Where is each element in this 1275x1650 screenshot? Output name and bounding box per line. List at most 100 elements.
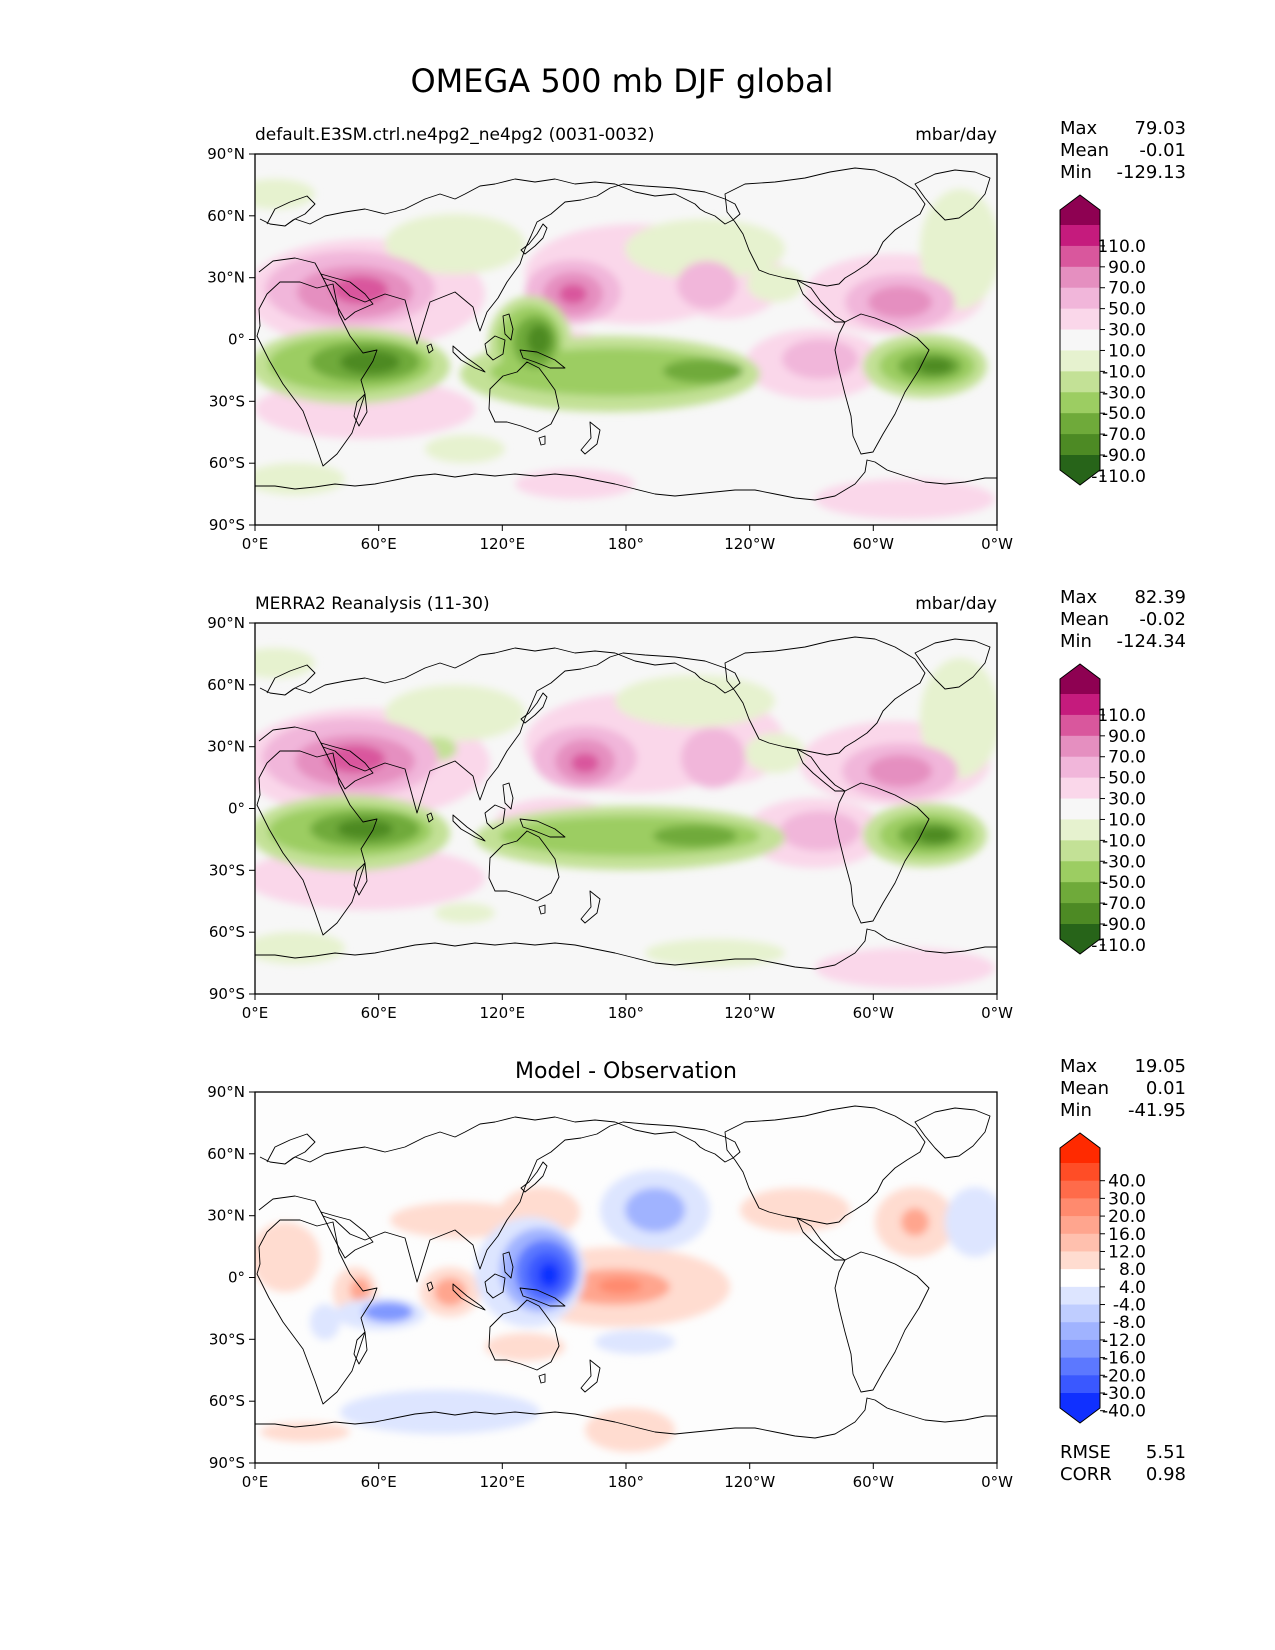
stat-label: RMSE xyxy=(1060,1442,1111,1463)
panel-difference: Model - Observation xyxy=(207,1056,1186,1491)
stat-label: Mean xyxy=(1060,1078,1109,1099)
figure-title: OMEGA 500 mb DJF global xyxy=(410,62,833,100)
lon-tick-label: 0°W xyxy=(981,535,1013,553)
colorbar-segment xyxy=(1060,245,1100,268)
colorbar-tick-label: -8.0 xyxy=(1113,1313,1146,1333)
lon-tick-label: 60°W xyxy=(853,535,895,553)
panel-model: default.E3SM.ctrl.ne4pg2_ne4pg2 (0031-00… xyxy=(207,118,1186,553)
colorbar-segment xyxy=(1060,1163,1100,1182)
colorbar-segment xyxy=(1060,1375,1100,1394)
rmse-corr-box: RMSE 5.51 CORR 0.98 xyxy=(1060,1442,1186,1485)
colorbar-tick-label: 70.0 xyxy=(1108,748,1146,768)
colorbar-segment xyxy=(1060,694,1100,716)
stat-label: Min xyxy=(1060,631,1092,652)
colorbar-segment xyxy=(1060,735,1100,758)
colorbar-segment xyxy=(1060,287,1100,310)
colorbar-tick-label: -40.0 xyxy=(1102,1402,1146,1422)
panel-left-title: MERRA2 Reanalysis (11-30) xyxy=(255,594,490,614)
colorbar-segment xyxy=(1060,903,1100,925)
colorbar-segment xyxy=(1060,777,1100,800)
stats-box: Max 82.39 Mean -0.02 Min -124.34 xyxy=(1060,587,1186,652)
colorbar-segment xyxy=(1060,1357,1100,1376)
colorbar-tick-label: -50.0 xyxy=(1102,404,1146,424)
colorbar-tick-label: 110.0 xyxy=(1097,706,1146,726)
colorbar: 40.030.020.016.012.08.04.0-4.0-8.0-12.0-… xyxy=(1059,1132,1146,1424)
colorbar-tick-label: -10.0 xyxy=(1102,362,1146,382)
stat-value: 0.98 xyxy=(1146,1464,1186,1485)
colorbar-outline xyxy=(1059,663,1101,955)
lat-tick-label: 30°N xyxy=(207,269,245,287)
colorbar-tick-label: -16.0 xyxy=(1102,1349,1146,1369)
panel-center-title: Model - Observation xyxy=(515,1059,737,1084)
colorbar-tick-label: 110.0 xyxy=(1097,237,1146,257)
colorbar-tick-label: 4.0 xyxy=(1119,1278,1146,1298)
colorbar-tick-label: -50.0 xyxy=(1102,873,1146,893)
colorbar-segment xyxy=(1060,371,1100,393)
colorbar-tick-label: -12.0 xyxy=(1102,1331,1146,1351)
colorbar-tick-label: -10.0 xyxy=(1102,831,1146,851)
lat-tick-label: 30°S xyxy=(209,861,245,879)
lat-tick-label: 90°N xyxy=(207,1083,245,1101)
colorbar-segment xyxy=(1060,1198,1100,1217)
colorbar-segment xyxy=(1060,434,1100,456)
colorbar-tick-label: 30.0 xyxy=(1108,321,1146,341)
colorbar-outline xyxy=(1059,1132,1101,1424)
stat-value: -0.01 xyxy=(1139,140,1186,161)
colorbar-extend-max xyxy=(1060,664,1100,694)
colorbar-tick-label: 8.0 xyxy=(1119,1260,1146,1280)
map-area: 90°N 60°N 30°N 0° 30°S 60°S 90°S 0°E 60°… xyxy=(207,1083,1013,1491)
lat-tick-label: 0° xyxy=(228,1269,245,1287)
colorbar-tick-label: 50.0 xyxy=(1108,300,1146,320)
panel-left-title: default.E3SM.ctrl.ne4pg2_ne4pg2 (0031-00… xyxy=(255,125,655,145)
colorbar-segment xyxy=(1060,1339,1100,1359)
colorbar-extend-min xyxy=(1060,1393,1100,1423)
lon-tick-label: 0°E xyxy=(242,1004,269,1022)
lat-tick-label: 0° xyxy=(228,331,245,349)
stat-value: 82.39 xyxy=(1134,587,1186,608)
colorbar-segment xyxy=(1060,1180,1100,1199)
lon-axis xyxy=(254,1463,998,1469)
lat-tick-label: 90°S xyxy=(209,516,245,534)
contour-fields xyxy=(255,1170,997,1452)
lon-tick-label: 120°E xyxy=(479,1473,525,1491)
colorbar-tick-label: -90.0 xyxy=(1102,446,1146,466)
colorbar: 110.090.070.050.030.010.0-10.0-30.0-50.0… xyxy=(1059,194,1146,487)
lat-tick-label: 90°N xyxy=(207,145,245,163)
colorbar-segment xyxy=(1060,714,1100,737)
lon-axis xyxy=(254,525,998,531)
lon-tick-label: 120°W xyxy=(724,1004,775,1022)
colorbar-tick-label: -70.0 xyxy=(1102,894,1146,914)
colorbar-segment xyxy=(1060,861,1100,883)
lon-tick-label: 180° xyxy=(608,1473,644,1491)
colorbar-tick-label: 30.0 xyxy=(1108,1189,1146,1209)
stat-value: 0.01 xyxy=(1146,1078,1186,1099)
stat-label: CORR xyxy=(1060,1464,1112,1485)
colorbar-segment xyxy=(1060,1233,1100,1252)
colorbar-segment xyxy=(1060,1269,1100,1288)
colorbar-tick-label: 90.0 xyxy=(1108,258,1146,278)
colorbar-tick-label: -30.0 xyxy=(1102,383,1146,403)
stat-label: Max xyxy=(1060,587,1098,608)
stat-value: 19.05 xyxy=(1134,1056,1186,1077)
contour-fields xyxy=(255,648,997,988)
lon-tick-label: 0°W xyxy=(981,1004,1013,1022)
map-area: 90°N 60°N 30°N 0° 30°S 60°S 90°S 0°E 60°… xyxy=(207,614,1013,1022)
lat-tick-label: 0° xyxy=(228,800,245,818)
panel-units: mbar/day xyxy=(915,594,997,614)
colorbar-tick-label: 30.0 xyxy=(1108,790,1146,810)
colorbar-segment xyxy=(1060,840,1100,862)
stats-box: Max 79.03 Mean -0.01 Min -129.13 xyxy=(1060,118,1186,183)
lat-tick-label: 90°S xyxy=(209,1454,245,1472)
lon-tick-label: 60°E xyxy=(361,1004,397,1022)
lon-tick-label: 120°W xyxy=(724,1473,775,1491)
stat-label: Mean xyxy=(1060,140,1109,161)
stat-label: Mean xyxy=(1060,609,1109,630)
colorbar-tick-label: -20.0 xyxy=(1102,1366,1146,1386)
stat-value: 79.03 xyxy=(1134,118,1186,139)
colorbar-segment xyxy=(1060,308,1100,331)
stat-label: Min xyxy=(1060,162,1092,183)
lon-tick-label: 120°E xyxy=(479,1004,525,1022)
colorbar-extend-max xyxy=(1060,195,1100,225)
lon-tick-label: 0°E xyxy=(242,535,269,553)
colorbar-outline xyxy=(1059,194,1101,486)
